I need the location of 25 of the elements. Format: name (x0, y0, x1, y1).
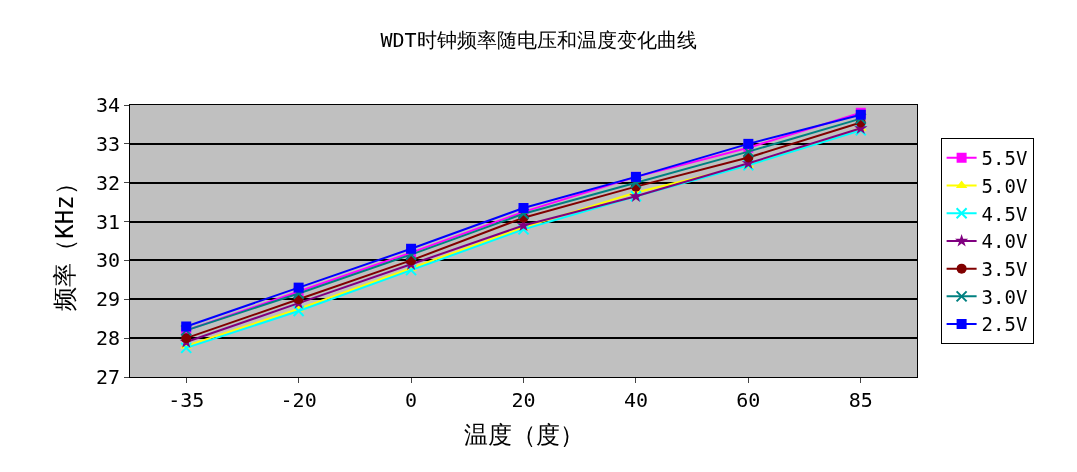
y-tick-label: 27 (95, 365, 120, 389)
x-tick-label: 20 (511, 388, 536, 412)
y-tick-label: 28 (95, 326, 120, 351)
y-tick-label: 30 (95, 248, 120, 273)
legend-label: 3.0V (981, 285, 1028, 308)
legend-label: 2.5V (981, 313, 1028, 336)
x-tick-label: 60 (736, 388, 761, 412)
y-tick-label: 33 (95, 131, 120, 156)
x-tick-label: -20 (280, 388, 317, 412)
legend-label: 4.0V (981, 230, 1028, 253)
x-tick-label: 85 (848, 388, 873, 412)
x-tick-label: 40 (623, 388, 648, 412)
x-tick-label: -35 (168, 388, 205, 412)
x-tick-label: 0 (405, 388, 418, 412)
legend-label: 5.5V (981, 147, 1028, 170)
x-axis-title: 温度（度） (463, 421, 584, 450)
legend-label: 5.0V (981, 174, 1028, 197)
legend-label: 4.5V (981, 202, 1028, 225)
legend-label: 3.5V (981, 258, 1028, 281)
y-tick-label: 31 (95, 209, 120, 234)
y-axis-title: 频率（KHz） (51, 171, 80, 311)
y-tick-label: 29 (95, 287, 120, 312)
y-tick-label: 32 (95, 170, 120, 195)
chart-title: WDT时钟频率随电压和温度变化曲线 (380, 28, 697, 53)
y-tick-label: 34 (95, 93, 120, 117)
